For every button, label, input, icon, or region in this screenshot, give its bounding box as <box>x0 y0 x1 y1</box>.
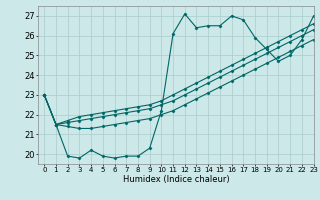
X-axis label: Humidex (Indice chaleur): Humidex (Indice chaleur) <box>123 175 229 184</box>
